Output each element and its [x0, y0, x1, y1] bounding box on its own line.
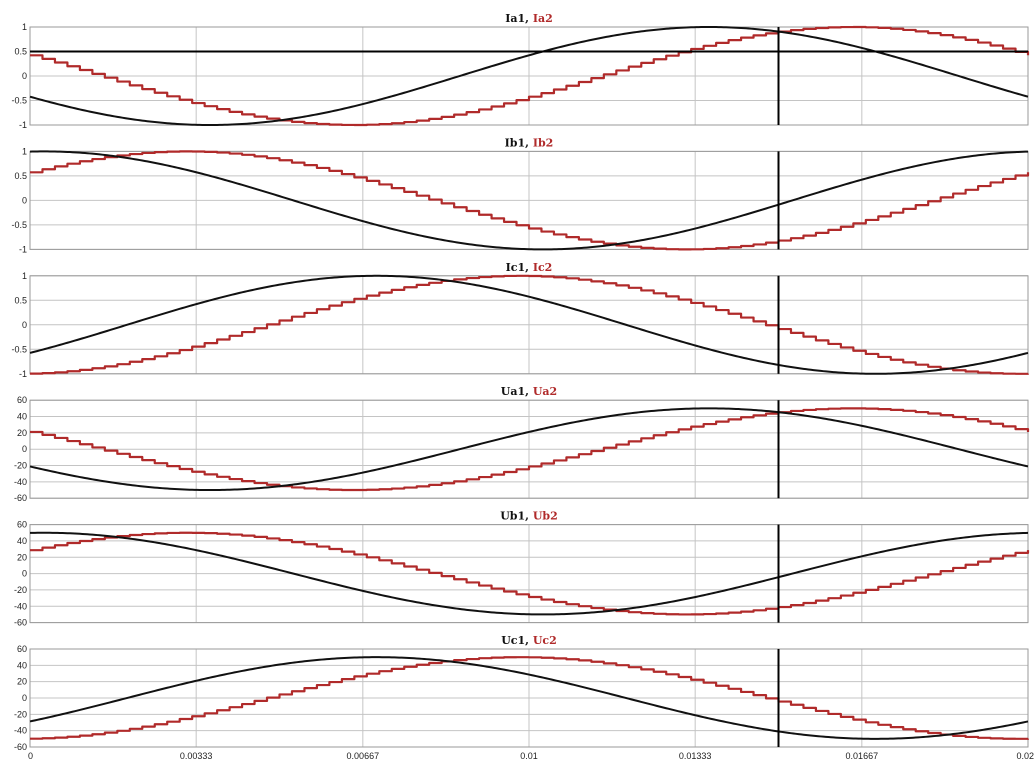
y-tick-label: 60 [17, 395, 27, 405]
panel-title-ia: Ia1, Ia2 [505, 12, 553, 25]
panel-title-ua: Ua1, Ua2 [501, 385, 557, 398]
title-separator: , [525, 634, 533, 647]
series1-name: Ua1 [501, 385, 525, 398]
y-tick-label: 0.5 [14, 295, 27, 305]
series2-line [30, 150, 1030, 251]
x-tick-label: 0.02 [1016, 751, 1034, 761]
y-tick-label: 40 [17, 412, 27, 422]
panel-ic: Ic1, Ic2 1 0.5 0 -0.5 -1 [11, 261, 1030, 379]
panel-frame [29, 26, 1029, 126]
x-tick-label: 0 [28, 751, 33, 761]
panel-ib: Ib1, Ib2 1 0.5 0 -0.5 -1 [11, 136, 1030, 254]
series2-name: Ia2 [533, 12, 553, 25]
series1-line [29, 274, 1029, 375]
y-tick-label: -40 [14, 726, 27, 736]
panel-title-ic: Ic1, Ic2 [506, 261, 553, 274]
y-tick-label: 60 [17, 644, 27, 654]
y-tick-label: -60 [14, 493, 27, 503]
y-tick-label: 0.5 [14, 47, 27, 57]
y-tick-label: 0 [22, 693, 27, 703]
y-tick-label: -20 [14, 461, 27, 471]
series1-line [29, 407, 1029, 492]
panel-frame [29, 399, 1029, 499]
y-tick-label: 0 [22, 195, 27, 205]
series2-line [30, 531, 1030, 616]
y-tick-label: -0.5 [11, 96, 27, 106]
y-tick-label: 20 [17, 428, 27, 438]
series2-line [30, 407, 1030, 492]
series1-name: Ub1 [500, 510, 525, 523]
series2-name: Ic2 [533, 261, 553, 274]
x-tick-label: 0.00333 [180, 751, 213, 761]
y-tick-label: 20 [17, 677, 27, 687]
series1-line [29, 150, 1029, 251]
series1-line [29, 531, 1029, 616]
y-tick-label: -60 [14, 742, 27, 752]
series1-name: Ib1 [505, 136, 526, 149]
x-tick-label: 0.01333 [679, 751, 712, 761]
title-separator: , [525, 385, 533, 398]
y-tick-label: 1 [22, 146, 27, 156]
panel-ub: Ub1, Ub2 60 40 20 0 -20 -40 -60 [14, 510, 1030, 628]
y-tick-label: 40 [17, 536, 27, 546]
y-tick-label: -40 [14, 477, 27, 487]
title-separator: , [525, 261, 533, 274]
panel-title-ub: Ub1, Ub2 [500, 510, 558, 523]
series2-name: Ib2 [533, 136, 554, 149]
panel-frame [29, 524, 1029, 624]
y-tick-label: 1 [22, 22, 27, 32]
title-separator: , [525, 12, 533, 25]
panel-uc: Uc1, Uc2 60 40 20 0 -20 -40 -60 [14, 634, 1030, 752]
y-tick-label: -60 [14, 618, 27, 628]
y-tick-label: -20 [14, 585, 27, 595]
panel-title-ib: Ib1, Ib2 [505, 136, 554, 149]
panel-ia: Ia1, Ia2 1 0.5 0 -0.5 -1 [11, 12, 1030, 130]
y-tick-label: 1 [22, 271, 27, 281]
y-tick-label: -0.5 [11, 220, 27, 230]
y-tick-label: 20 [17, 552, 27, 562]
y-tick-label: 0.5 [14, 171, 27, 181]
series2-name: Uc2 [533, 634, 557, 647]
y-tick-label: 60 [17, 520, 27, 530]
y-tick-label: 0 [22, 71, 27, 81]
series1-name: Ia1 [505, 12, 525, 25]
series1-name: Ic1 [506, 261, 526, 274]
y-tick-label: 0 [22, 569, 27, 579]
y-tick-label: -1 [19, 244, 27, 254]
panel-title-uc: Uc1, Uc2 [501, 634, 557, 647]
y-tick-label: -1 [19, 369, 27, 379]
series2-name: Ua2 [533, 385, 557, 398]
y-tick-label: 40 [17, 660, 27, 670]
y-tick-label: -40 [14, 601, 27, 611]
y-tick-label: -0.5 [11, 344, 27, 354]
series1-line [29, 26, 1029, 126]
panel-ua: Ua1, Ua2 60 40 20 0 -20 -40 -60 [14, 385, 1030, 503]
series2-line [30, 25, 1030, 127]
x-tick-label: 0.01667 [846, 751, 879, 761]
y-tick-label: 0 [22, 444, 27, 454]
x-tick-label: 0.01 [520, 751, 538, 761]
y-tick-label: -20 [14, 709, 27, 719]
panel-frame [29, 648, 1029, 748]
series1-name: Uc1 [501, 634, 525, 647]
title-separator: , [525, 136, 533, 149]
title-separator: , [525, 510, 533, 523]
x-tick-label: 0.00667 [347, 751, 380, 761]
series1-line [29, 656, 1029, 740]
series2-line [30, 274, 1030, 375]
y-tick-label: 0 [22, 320, 27, 330]
series2-name: Ub2 [533, 510, 558, 523]
series2-line [30, 656, 1030, 740]
y-tick-label: -1 [19, 120, 27, 130]
